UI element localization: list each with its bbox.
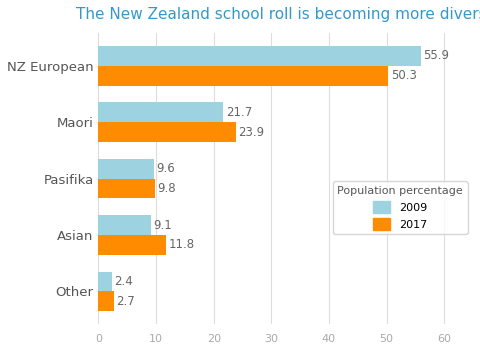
Text: 11.8: 11.8 xyxy=(169,238,195,251)
Text: 9.1: 9.1 xyxy=(153,219,172,232)
Text: 9.8: 9.8 xyxy=(157,182,176,195)
Text: 55.9: 55.9 xyxy=(423,49,449,62)
Bar xyxy=(98,66,388,86)
Text: 23.9: 23.9 xyxy=(239,126,264,139)
Title: The New Zealand school roll is becoming more diverse: The New Zealand school roll is becoming … xyxy=(76,7,480,22)
Text: 50.3: 50.3 xyxy=(391,69,417,82)
Text: 21.7: 21.7 xyxy=(226,106,252,119)
Bar xyxy=(98,122,236,142)
Bar xyxy=(98,159,154,179)
Bar xyxy=(98,291,114,311)
Bar xyxy=(98,102,224,122)
Text: 2.4: 2.4 xyxy=(115,275,133,288)
Legend: 2009, 2017: 2009, 2017 xyxy=(333,181,468,234)
Text: 2.7: 2.7 xyxy=(116,295,135,308)
Bar xyxy=(98,272,112,291)
Bar xyxy=(98,179,155,198)
Bar xyxy=(98,46,420,66)
Bar xyxy=(98,235,167,255)
Bar xyxy=(98,215,151,235)
Text: 9.6: 9.6 xyxy=(156,162,175,175)
